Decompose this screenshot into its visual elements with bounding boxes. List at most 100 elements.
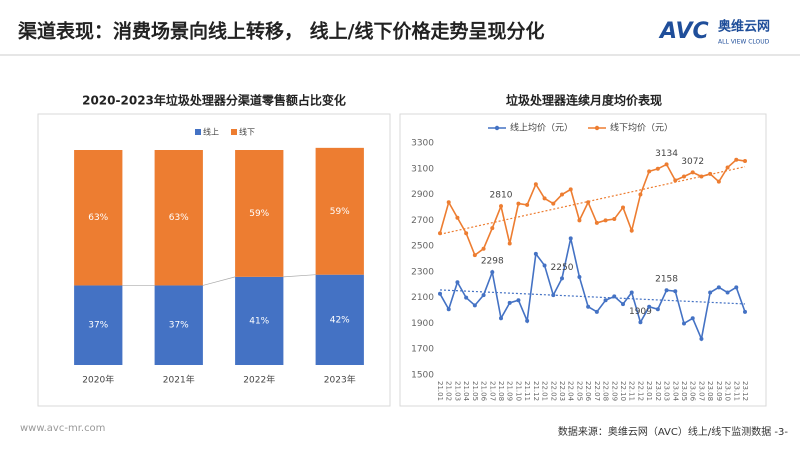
point xyxy=(533,182,538,187)
x-tick-label: 23.02 xyxy=(654,381,662,401)
x-tick-label: 21.01 xyxy=(436,381,444,401)
x-tick-label: 22.09 xyxy=(610,381,618,401)
point xyxy=(446,200,451,205)
data-label: 63% xyxy=(169,213,189,223)
x-tick-label: 22.01 xyxy=(541,381,549,401)
logo: AVC xyxy=(658,19,709,44)
x-tick-label: 23.01 xyxy=(645,381,653,401)
point xyxy=(525,202,530,207)
connector xyxy=(283,274,316,278)
data-label: 37% xyxy=(169,321,189,331)
point xyxy=(725,290,730,295)
bar-segment xyxy=(74,150,123,286)
point xyxy=(682,321,686,326)
point xyxy=(743,309,747,314)
x-tick-label: 2020年 xyxy=(82,374,114,386)
point xyxy=(734,285,739,290)
legend-marker xyxy=(494,125,500,131)
logo-en: ALL VIEW CLOUD xyxy=(718,39,770,46)
data-label: 41% xyxy=(249,316,269,326)
x-tick-label: 21.06 xyxy=(480,381,488,402)
point xyxy=(603,298,608,303)
point xyxy=(743,159,747,164)
x-tick-label: 22.07 xyxy=(593,381,601,401)
y-tick-label: 1900 xyxy=(411,319,434,329)
x-tick-label: 22.06 xyxy=(584,381,592,402)
legend-label: 线上均价（元） xyxy=(510,122,573,134)
legend-label: 线下均价（元） xyxy=(610,122,673,134)
point xyxy=(664,288,669,293)
point xyxy=(629,228,634,233)
x-tick-label: 23.06 xyxy=(689,381,697,402)
point xyxy=(516,298,521,303)
point xyxy=(507,300,512,305)
point xyxy=(638,192,643,197)
point xyxy=(542,196,547,201)
point xyxy=(455,280,460,285)
point xyxy=(464,231,469,236)
point xyxy=(560,276,564,281)
point xyxy=(699,174,704,179)
x-tick-label: 23.08 xyxy=(706,381,714,401)
legend-marker xyxy=(594,125,600,131)
x-tick-label: 22.02 xyxy=(549,381,557,401)
point xyxy=(716,285,721,290)
y-tick-label: 1500 xyxy=(411,371,434,381)
bar-segment xyxy=(154,150,203,286)
legend-label: 线下 xyxy=(239,127,255,137)
point xyxy=(586,304,591,309)
legend-swatch xyxy=(195,129,201,135)
x-tick-label: 22.08 xyxy=(602,381,610,401)
y-tick-label: 2500 xyxy=(411,242,434,252)
x-tick-label: 22.03 xyxy=(558,381,566,401)
data-label: 2810 xyxy=(490,191,513,201)
chart-title: 垃圾处理器连续月度均价表现 xyxy=(506,93,662,108)
x-tick-label: 22.10 xyxy=(619,381,627,401)
x-tick-label: 21.04 xyxy=(462,381,470,402)
point xyxy=(725,165,730,170)
point xyxy=(655,307,660,312)
bar-segment xyxy=(315,274,364,365)
trend-line xyxy=(439,166,746,235)
x-tick-label: 2023年 xyxy=(324,374,356,386)
point xyxy=(708,290,713,295)
x-tick-label: 23.12 xyxy=(741,381,749,401)
point xyxy=(612,217,617,222)
point xyxy=(499,204,503,209)
point xyxy=(682,174,686,179)
point xyxy=(455,215,460,220)
x-tick-label: 21.08 xyxy=(497,381,505,401)
data-label: 63% xyxy=(88,213,108,223)
y-tick-label: 3300 xyxy=(411,139,434,149)
x-tick-label: 22.05 xyxy=(575,381,583,401)
x-tick-label: 23.03 xyxy=(663,381,671,401)
bar-segment xyxy=(74,285,123,365)
x-tick-label: 23.07 xyxy=(697,381,705,401)
bar-segment xyxy=(235,150,284,277)
x-tick-label: 21.09 xyxy=(506,381,514,401)
point xyxy=(577,275,582,280)
x-tick-label: 23.05 xyxy=(680,381,688,401)
chart-title: 2020-2023年垃圾处理器分渠道零售额占比变化 xyxy=(82,93,346,108)
bar-segment xyxy=(154,285,203,365)
data-label: 3134 xyxy=(655,149,678,159)
x-tick-label: 21.02 xyxy=(445,381,453,401)
x-tick-label: 22.11 xyxy=(628,381,636,401)
point xyxy=(472,253,477,258)
y-tick-label: 2100 xyxy=(411,293,434,303)
data-label: 3072 xyxy=(681,157,704,167)
point xyxy=(638,320,643,325)
x-tick-label: 22.04 xyxy=(567,381,575,402)
data-label: 2298 xyxy=(481,257,504,267)
bar-segment xyxy=(315,147,364,275)
point xyxy=(560,192,564,197)
x-tick-label: 23.09 xyxy=(715,381,723,401)
point xyxy=(438,231,442,236)
point xyxy=(472,303,477,308)
x-tick-label: 2022年 xyxy=(243,374,275,386)
point xyxy=(647,304,652,309)
point xyxy=(551,201,556,206)
data-label: 37% xyxy=(88,321,108,331)
point xyxy=(664,162,669,167)
